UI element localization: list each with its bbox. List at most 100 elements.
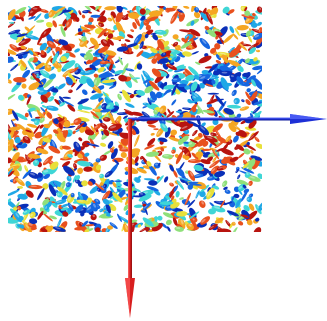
vortex-blob-highlight [17,36,22,41]
vortex-blob [107,17,113,22]
vortex-blob [236,76,244,85]
vortex-blob [90,111,100,119]
vortex-blob [40,106,46,113]
vortex-blob-highlight [249,45,255,49]
vortex-blob-highlight [76,125,81,129]
vortex-blob [41,105,47,109]
vortex-blob [236,179,249,186]
vortex-blob [40,50,45,55]
vortex-blob-highlight [53,51,55,55]
vortex-blob-highlight [132,77,137,79]
vortex-blob [215,60,222,64]
vortex-blob [60,203,70,208]
vortex-blob [123,115,128,119]
vortex-blob [56,62,62,69]
vortex-blob [235,198,242,209]
vortex-blob-highlight [156,178,160,183]
vortex-blob [184,85,190,90]
vortex-blob-highlight [233,222,235,224]
vortex-blob [249,158,256,168]
vortex-blob-highlight [175,227,181,230]
vortex-blob [94,182,105,191]
vortex-blob [95,6,100,11]
vortex-blob [180,41,192,49]
vortex-blob [45,21,53,28]
vortex-blob [83,166,93,172]
vortex-blob [173,170,178,178]
vortex-blob [63,120,71,128]
vortex-blob-highlight [80,222,83,225]
vortex-blob [148,165,157,176]
vortex-blob [130,111,143,117]
vortex-blob [187,170,196,181]
vortex-blob [62,96,72,99]
vortex-blob [171,99,177,106]
vortex-blob [217,33,224,45]
vortex-blob [175,190,180,198]
vortex-blob-highlight [56,200,62,203]
vortex-blob [158,58,170,64]
vortex-blob-highlight [42,70,47,75]
vortex-blob-highlight [102,40,107,44]
vortex-blob-highlight [246,172,249,176]
vortex-blob [62,125,76,129]
vortex-blob [105,203,111,214]
vortex-blob [194,74,200,80]
vortex-blob [39,124,44,129]
vortex-blob-highlight [43,170,49,173]
vortex-blob [107,225,113,230]
vortex-blob-highlight [249,182,251,185]
vortex-blob-highlight [248,35,251,40]
vortex-blob [85,224,95,227]
vortex-blob-highlight [63,71,69,76]
vortex-blob [24,165,29,173]
vortex-blob [141,74,147,87]
vortex-blob-highlight [66,21,69,26]
vortex-blob [60,55,67,63]
vortex-blob [27,47,39,57]
vortex-blob [207,92,220,95]
vortex-blob [148,10,163,17]
vortex-blob-highlight [242,99,244,101]
vortex-blob [8,79,12,84]
vortex-blob-highlight [206,136,213,139]
vortex-blob [77,31,83,35]
vortex-blob-highlight [110,149,113,151]
vortex-blob [57,113,64,119]
vortex-blob [44,64,52,72]
vortex-blob [163,84,176,90]
vortex-blob [87,181,93,186]
vortex-blob-highlight [193,92,199,98]
vortex-blob [36,148,49,155]
vortex-blob-highlight [55,190,58,192]
vortex-blob [216,147,225,152]
vortex-blob [67,153,73,158]
vortex-blob [227,9,235,15]
vortex-blob [136,89,146,96]
vortex-blob [117,35,125,40]
vortex-blob-highlight [23,210,28,214]
vortex-blob [67,72,77,84]
vortex-blob [118,74,128,82]
vortex-blob-highlight [219,116,223,118]
vortex-blob [256,93,262,100]
vortex-blob-highlight [96,183,101,188]
vortex-blob [214,31,223,36]
vortex-blob [131,77,141,80]
vortex-blob-highlight [22,221,26,223]
vortex-blob [245,99,251,106]
vortex-blob [177,9,183,13]
vortex-blob [99,208,104,213]
vortex-blob-highlight [60,146,62,148]
vortex-blob-highlight [71,69,75,72]
vortex-blob-highlight [79,10,81,14]
vortex-blob [170,198,177,208]
vortex-blob [237,65,244,73]
vortex-blob [45,105,59,111]
vortex-blob-highlight [185,197,189,204]
vortex-blob [103,210,111,217]
vortex-blob [81,14,86,19]
vortex-blob-highlight [109,125,117,129]
vortex-blob-highlight [105,228,109,232]
